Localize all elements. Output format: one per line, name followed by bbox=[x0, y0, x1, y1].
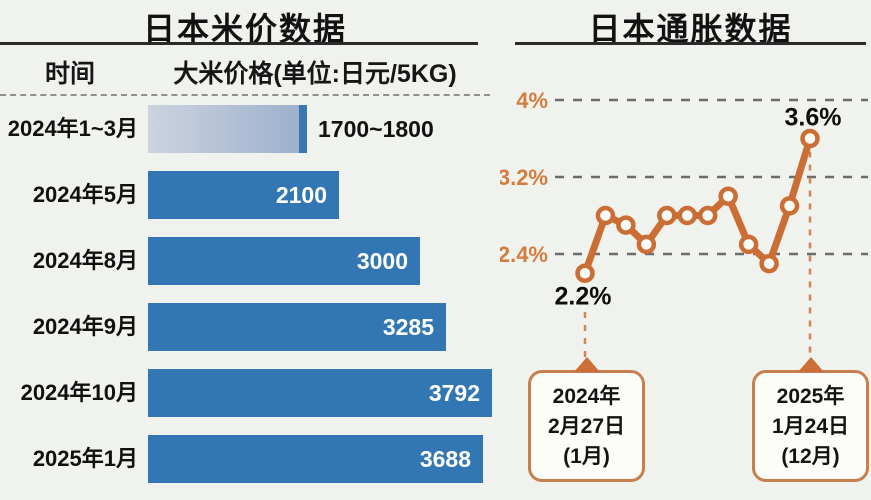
bar-row-label: 2024年1~3月 bbox=[7, 116, 138, 141]
data-point bbox=[738, 234, 759, 255]
bar: 3000 bbox=[148, 237, 420, 285]
data-point bbox=[595, 205, 616, 226]
callout-month: (12月) bbox=[781, 445, 840, 468]
bar: 2100 bbox=[148, 171, 339, 219]
bar-value-label: 3792 bbox=[428, 380, 480, 406]
data-point bbox=[759, 253, 779, 274]
bar: 3792 bbox=[148, 369, 492, 417]
data-point bbox=[718, 186, 738, 206]
data-point bbox=[800, 128, 820, 149]
callout-date: 2月27日 bbox=[547, 415, 626, 438]
column-header-price: 大米价格(单位:日元/5KG) bbox=[173, 60, 457, 88]
callout-date: 1月24日 bbox=[771, 415, 850, 438]
last-point-value-label: 3.6% bbox=[785, 104, 842, 132]
callout-year: 2025年 bbox=[776, 385, 845, 408]
release-date-callout-last: 2025年 1月24日 (12月) bbox=[752, 357, 869, 482]
data-point bbox=[697, 205, 718, 226]
bar-value-label: 2100 bbox=[275, 182, 327, 208]
bar: 3285 bbox=[148, 303, 446, 351]
bar-row-label: 2024年5月 bbox=[32, 182, 138, 207]
inflation-line-chart: 4% 3.2% 2.4% 2.2% 3.6% bbox=[500, 88, 868, 372]
bar-row-label: 2025年1月 bbox=[32, 446, 138, 471]
callout-pointer-up-icon bbox=[797, 357, 824, 372]
callout-year: 2024年 bbox=[552, 385, 621, 408]
rice-panel-title: 日本米价数据 bbox=[142, 11, 347, 47]
data-point bbox=[657, 205, 677, 226]
callout-month: (1月) bbox=[563, 445, 610, 468]
data-point bbox=[575, 263, 595, 283]
bar-row-label: 2024年10月 bbox=[20, 380, 138, 405]
inflation-panel-title: 日本通胀数据 bbox=[588, 11, 793, 47]
callout-pointer-up-icon bbox=[573, 357, 600, 372]
inflation-line bbox=[581, 135, 814, 277]
bar-row-label: 2024年9月 bbox=[32, 314, 138, 339]
inflation-title-underline bbox=[515, 42, 866, 45]
release-date-callout-first: 2024年 2月27日 (1月) bbox=[528, 357, 645, 482]
y-axis-tick-label: 3.2% bbox=[500, 165, 548, 190]
rice-title-underline bbox=[0, 42, 478, 45]
y-axis-tick-label: 4% bbox=[516, 88, 548, 113]
header-separator bbox=[0, 94, 490, 96]
bar-value-label: 3000 bbox=[356, 248, 408, 274]
bar-value-label: 1700~1800 bbox=[318, 116, 434, 142]
first-point-value-label: 2.2% bbox=[555, 282, 612, 310]
bar-value-label: 3285 bbox=[382, 314, 434, 340]
column-header-time: 时间 bbox=[44, 60, 95, 88]
bar: 3688 bbox=[148, 435, 483, 483]
data-point bbox=[636, 234, 657, 255]
data-point bbox=[677, 205, 698, 226]
bar-row-label: 2024年8月 bbox=[32, 248, 138, 273]
data-point bbox=[616, 215, 636, 235]
bar bbox=[148, 105, 307, 153]
bar-value-label: 3688 bbox=[419, 446, 471, 472]
y-axis-tick-label: 2.4% bbox=[500, 242, 548, 267]
data-point bbox=[779, 196, 800, 216]
